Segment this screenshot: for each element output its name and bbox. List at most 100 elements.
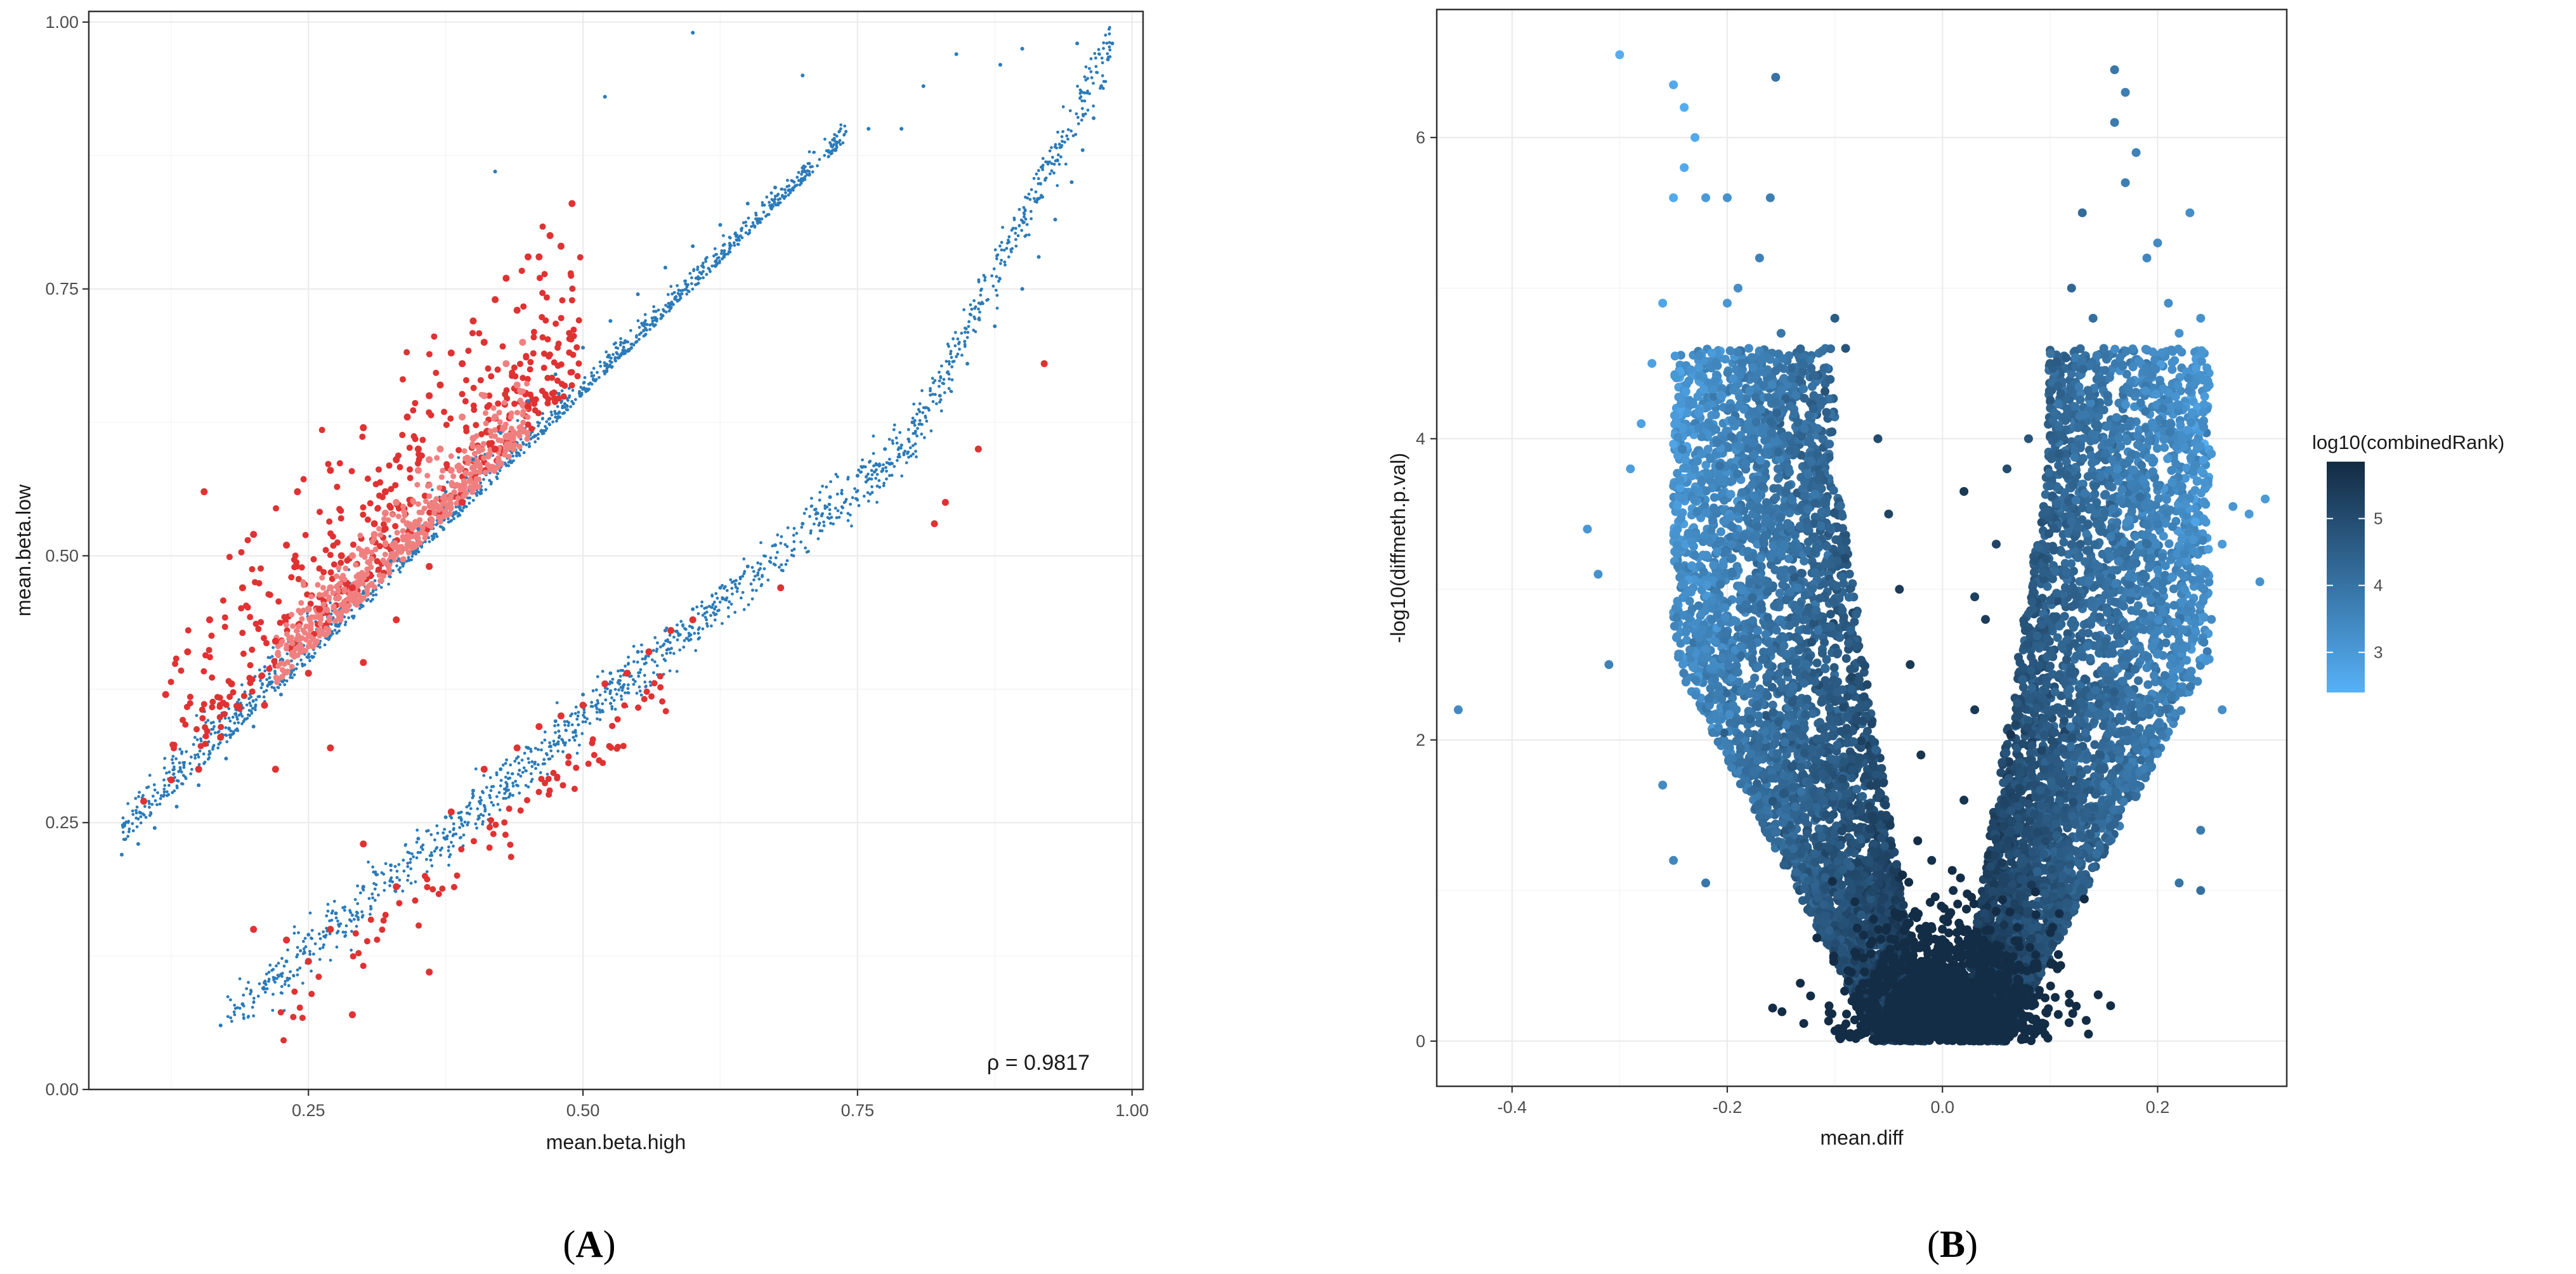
panel-a-cloud-point <box>897 446 901 450</box>
panel-a-cloud-point <box>308 991 315 998</box>
panel-a-cloud-point <box>322 943 325 947</box>
panel-a-cloud-point <box>1092 81 1095 85</box>
panel-a-cloud-point <box>524 784 528 788</box>
panel-a-cloud-point <box>452 827 455 830</box>
panel-a-cloud-point <box>547 417 551 421</box>
panel-a-cloud-point <box>356 902 360 906</box>
panel-a-cloud-point <box>244 536 251 543</box>
panel-a-cloud-point <box>622 341 625 345</box>
panel-a-cloud-point <box>608 680 612 684</box>
panel-a-point-blue <box>499 767 503 772</box>
panel-a-cloud-point <box>918 419 922 422</box>
panel-a-cloud-point <box>256 695 260 699</box>
panel-a-cloud-point <box>458 846 465 853</box>
panel-a-cloud-point <box>563 411 566 415</box>
panel-a-cloud-point <box>1028 198 1032 201</box>
panel-a-cloud-point <box>667 647 671 651</box>
panel-a-point-salmon <box>436 445 444 453</box>
panel-a-point-red <box>502 275 510 282</box>
panel-a-cloud-point <box>838 129 842 133</box>
panel-a-cloud-point <box>261 683 265 687</box>
panel-a-cloud-point <box>382 551 388 557</box>
panel-a-cloud-point <box>964 327 968 330</box>
panel-a-cloud-point <box>875 500 879 504</box>
panel-a-cloud-point <box>569 405 572 408</box>
panel-a-cloud-point <box>1101 86 1105 90</box>
panel-a-cloud-point <box>709 606 713 609</box>
panel-a-cloud-point <box>428 540 431 543</box>
panel-a-cloud-point <box>461 824 465 828</box>
panel-a-cloud-point <box>427 522 433 528</box>
panel-a-cloud-point <box>424 472 431 479</box>
panel-a-cloud-point <box>432 535 436 538</box>
panel-a-cloud-point <box>410 407 417 414</box>
panel-a-cloud-point <box>717 261 721 264</box>
panel-a-point-red <box>206 616 213 623</box>
panel-a-cloud-point <box>479 446 485 453</box>
panel-a-cloud-point <box>148 805 151 809</box>
panel-a-cloud-point <box>785 559 789 562</box>
panel-a-cloud-point <box>392 523 399 530</box>
panel-a-cloud-point <box>657 673 664 680</box>
panel-a-cloud-point <box>716 596 719 600</box>
panel-a-cloud-point <box>669 651 672 654</box>
panel-a-cloud-point <box>612 698 616 702</box>
panel-a-cloud-point <box>404 843 408 847</box>
panel-a-cloud-point <box>929 389 932 393</box>
panel-a-cloud-point <box>139 815 143 819</box>
panel-a-cloud-point <box>945 360 948 363</box>
panel-a-cloud-point <box>350 596 356 602</box>
panel-a-cloud-point <box>573 344 580 351</box>
panel-a-cloud-point <box>238 1006 242 1010</box>
panel-a-cloud-point <box>641 696 648 703</box>
panel-a-cloud-point <box>632 644 636 648</box>
panel-a-cloud-point <box>447 517 450 521</box>
panel-a-cloud-point <box>332 899 336 903</box>
panel-a-cloud-point <box>494 366 501 373</box>
panel-a-cloud-point <box>754 575 757 578</box>
panel-a-cloud-point <box>866 472 870 476</box>
panel-a-cloud-point <box>863 465 867 469</box>
panel-a-cloud-point <box>1080 107 1084 110</box>
panel-a-cloud-point <box>396 900 403 907</box>
panel-a-cloud-point <box>752 569 755 573</box>
panel-a-cloud-point <box>705 606 709 609</box>
panel-a-point-red <box>480 339 488 346</box>
panel-a-cloud-point <box>688 271 692 275</box>
panel-a-cloud-point <box>520 419 526 426</box>
panel-a-cloud-point <box>242 1013 245 1017</box>
panel-a-cloud-point <box>644 332 648 336</box>
panel-a-cloud-point <box>481 822 485 826</box>
panel-a-cloud-point <box>541 412 544 415</box>
panel-a-cloud-point <box>548 423 552 427</box>
panel-a-point-salmon <box>414 467 422 474</box>
panel-a-cloud-point <box>686 289 690 293</box>
panel-a-point-blue <box>993 324 997 328</box>
panel-a-point-red <box>974 445 982 453</box>
panel-a-cloud-point <box>291 564 298 571</box>
panel-a-cloud-point <box>308 620 314 627</box>
panel-a-cloud-point <box>400 556 407 562</box>
panel-a-cloud-point <box>450 519 454 523</box>
panel-a-cloud-point <box>735 579 738 582</box>
panel-a-cloud-point <box>911 417 915 420</box>
panel-a-point-blue <box>443 815 448 819</box>
panel-a-cloud-point <box>806 169 809 172</box>
panel-a-cloud-point <box>352 930 359 937</box>
panel-a-cloud-point <box>401 508 407 514</box>
panel-a-cloud-point <box>213 731 217 734</box>
panel-a-cloud-point <box>299 949 302 952</box>
panel-a-cloud-point <box>542 431 546 435</box>
panel-a-cloud-point <box>637 685 641 689</box>
panel-a-cloud-point <box>254 703 258 707</box>
panel-a-cloud-point <box>189 772 193 776</box>
panel-a-point-red <box>217 734 225 741</box>
panel-a-cloud-point <box>435 502 441 509</box>
panel-a-point-blue <box>603 94 607 99</box>
panel-a-cloud-point <box>786 178 789 182</box>
panel-a-cloud-point <box>582 708 586 712</box>
panel-a-cloud-point <box>558 315 565 322</box>
panel-a-cloud-point <box>515 431 521 437</box>
panel-a-cloud-point <box>1094 65 1098 68</box>
panel-a-cloud-point <box>395 513 402 519</box>
